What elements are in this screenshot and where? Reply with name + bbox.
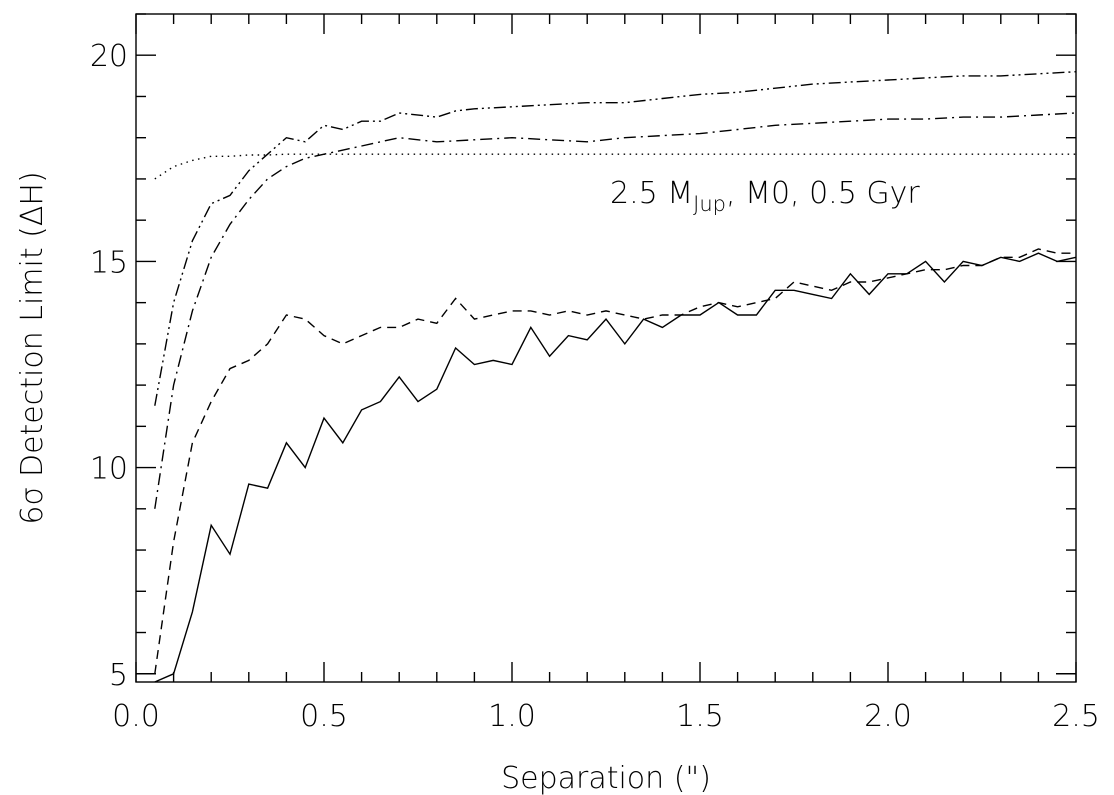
series-line-dash-dot-dot [154, 71, 1077, 406]
y-axis-label: 6σ Detection Limit (ΔH) [15, 171, 50, 524]
x-axis-label: Separation (") [501, 761, 711, 795]
series-line-dotted [154, 153, 1076, 180]
x-tick-label: 1.0 [488, 699, 536, 734]
x-tick-label: 2.5 [1052, 699, 1100, 734]
series-dash-dot-dot [154, 71, 1077, 406]
y-tick-label: 20 [90, 39, 128, 74]
series-layer [154, 71, 1077, 683]
annotation-suffix: , M0, 0.5 Gyr [726, 176, 920, 211]
annotation-prefix: 2.5 M [610, 176, 693, 211]
annotation-label: 2.5 MJup, M0, 0.5 Gyr [610, 176, 920, 216]
y-tick-label: 5 [109, 658, 128, 693]
y-tick-label: 10 [90, 452, 128, 487]
series-dash-dot [154, 112, 1077, 509]
tick-layer [135, 13, 1077, 682]
series-dotted [154, 153, 1076, 180]
series-line-dash-dot [154, 112, 1077, 509]
series-dashed [154, 248, 1076, 674]
plot-frame [135, 13, 1077, 683]
series-line-dashed [154, 248, 1076, 674]
x-tick-label: 2.0 [864, 699, 912, 734]
x-tick-label: 0.5 [300, 699, 348, 734]
y-tick-label: 15 [90, 245, 128, 280]
series-solid [154, 252, 1077, 683]
tick-label-layer: 0.0 0.5 1.0 1.5 2.0 2.5 5 10 15 20 [90, 39, 1100, 734]
annotation-subscript: Jup [693, 192, 726, 216]
x-tick-label: 1.5 [676, 699, 724, 734]
x-tick-label: 0.0 [112, 699, 160, 734]
series-line-solid [154, 252, 1077, 683]
